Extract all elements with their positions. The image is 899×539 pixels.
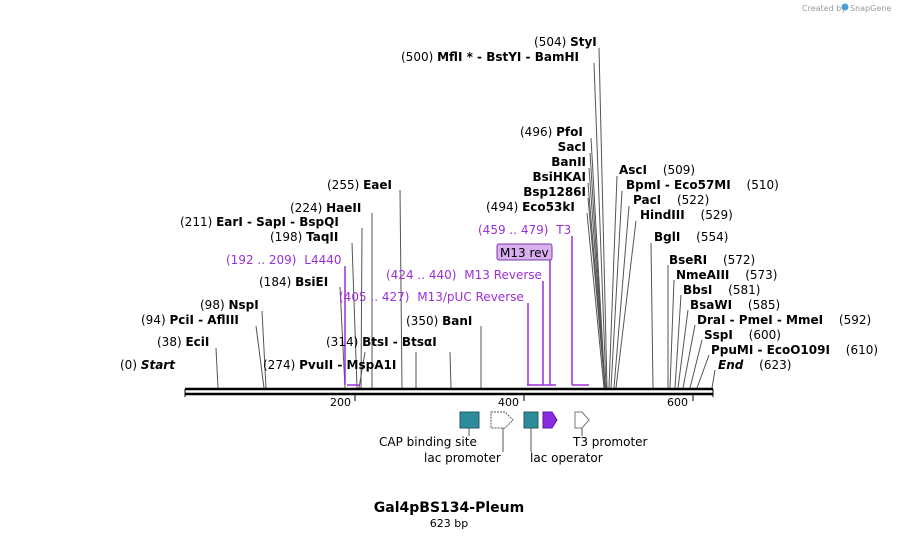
site-label-ecii[interactable]: (38) EciI [157, 335, 209, 349]
cap-binding-site-feature[interactable] [459, 411, 480, 429]
feature-label-lac-operator: lac operator [530, 451, 603, 465]
primer-lines [344, 236, 589, 386]
site-label-btsi[interactable]: (314) BtsI - BtsαI [326, 335, 437, 349]
feature-label-lac-promoter: lac promoter [424, 451, 501, 465]
site-label-banii[interactable]: BanII [551, 155, 586, 169]
site-label-pvuii[interactable]: (274) PvuII - MspA1I [263, 358, 396, 372]
site-label-sspi[interactable]: SspI (600) [704, 328, 781, 342]
site-label-pfoi[interactable]: (496) PfoI [520, 125, 583, 139]
primer-label-l4440[interactable]: (192 .. 209) L4440 [226, 253, 342, 267]
site-label-pcii[interactable]: (94) PciI - AflIII [141, 313, 239, 327]
purple-arrow-feature[interactable] [542, 411, 558, 429]
credit-text: Created by [802, 4, 846, 13]
credit-brand: SnapGene [850, 4, 891, 13]
lac-operator-feature[interactable] [523, 411, 539, 429]
lac-promoter-feature[interactable] [490, 411, 514, 429]
site-label-paci[interactable]: PacI (522) [633, 193, 709, 207]
site-label-bani[interactable]: (350) BanI [406, 314, 472, 328]
leader-lines [215, 47, 716, 389]
map-title: Gal4pBS134-Pleum [374, 500, 524, 516]
sequence-backbone [184, 387, 714, 401]
site-label-bseri[interactable]: BseRI (572) [669, 253, 755, 267]
primer-label-m13-puc-reverse[interactable]: (405 .. 427) M13/pUC Reverse [339, 290, 524, 304]
site-label-bsp1286i[interactable]: Bsp1286I [523, 185, 586, 199]
primer-label-m13-reverse[interactable]: (424 .. 440) M13 Reverse [386, 268, 542, 282]
site-label-eari[interactable]: (211) EarI - SapI - BspQI [180, 215, 339, 229]
snapgene-logo-icon [841, 3, 849, 11]
feature-label-cap-binding-site: CAP binding site [379, 435, 477, 449]
feature-glyphs [459, 411, 590, 452]
site-label-styi[interactable]: (504) StyI [534, 35, 597, 49]
site-label-hindiii[interactable]: HindIII (529) [640, 208, 733, 222]
tick-label-400: 400 [498, 396, 519, 409]
site-label-nspi[interactable]: (98) NspI [200, 298, 259, 312]
primer-labels: (459 .. 479) T3 (192 .. 209) L4440 (424 … [226, 223, 571, 304]
site-label-bpmi[interactable]: BpmI - Eco57MI (510) [626, 178, 779, 192]
site-label-eco53ki[interactable]: (494) Eco53kI [486, 200, 575, 214]
site-label-taqii[interactable]: (198) TaqII [270, 230, 338, 244]
site-label-mfli[interactable]: (500) MflI * - BstYI - BamHI [401, 50, 579, 64]
map-subtitle: 623 bp [430, 517, 468, 530]
tick-label-200: 200 [330, 396, 351, 409]
site-label-bsiei[interactable]: (184) BsiEI [259, 275, 328, 289]
site-labels: (504) StyI (500) MflI * - BstYI - BamHI … [120, 35, 878, 372]
feature-label-t3-promoter: T3 promoter [572, 435, 648, 449]
site-label-bbsi[interactable]: BbsI (581) [683, 283, 760, 297]
site-label-asci[interactable]: AscI (509) [619, 163, 695, 177]
m13-rev-badge-label: M13 rev [500, 246, 549, 260]
site-label-haeii[interactable]: (224) HaeII [290, 201, 361, 215]
site-label-drai[interactable]: DraI - PmeI - MmeI (592) [697, 313, 871, 327]
site-label-bsihkai[interactable]: BsiHKAI [533, 170, 587, 184]
site-label-nmeaiii[interactable]: NmeAIII (573) [676, 268, 777, 282]
site-label-bsawi[interactable]: BsaWI (585) [690, 298, 780, 312]
t3-promoter-feature[interactable] [574, 411, 590, 429]
site-label-eaei[interactable]: (255) EaeI [327, 178, 392, 192]
site-label-saci[interactable]: SacI [558, 140, 586, 154]
tick-label-600: 600 [667, 396, 688, 409]
site-label-start[interactable]: (0) Start [120, 358, 176, 372]
site-label-end[interactable]: End (623) [718, 358, 791, 372]
m13-rev-badge[interactable]: M13 rev [496, 243, 553, 261]
primer-label-t3[interactable]: (459 .. 479) T3 [478, 223, 571, 237]
site-label-ppumi[interactable]: PpuMI - EcoO109I (610) [711, 343, 878, 357]
site-label-bgli[interactable]: BglI (554) [654, 230, 728, 244]
